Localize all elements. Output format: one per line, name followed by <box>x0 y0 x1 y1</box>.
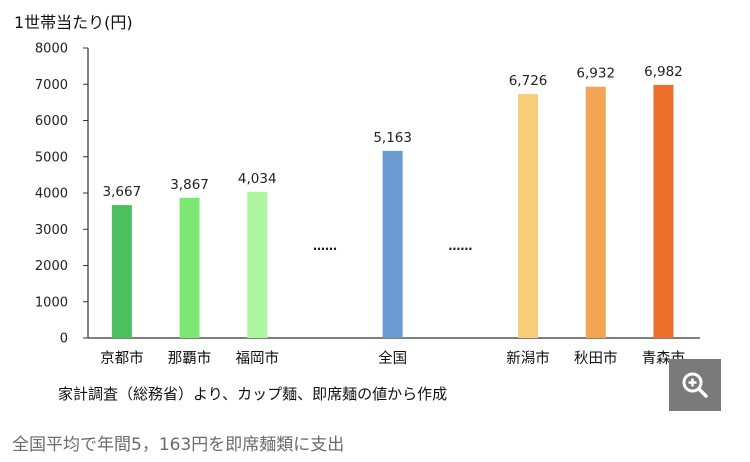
bar <box>518 94 539 339</box>
y-tick-label: 2000 <box>35 259 68 274</box>
y-tick-label: 3000 <box>35 223 68 238</box>
x-tick-label: 京都市 <box>100 350 144 367</box>
bar <box>585 86 606 338</box>
y-tick-label: 8000 <box>35 42 68 57</box>
data-label: 6,982 <box>644 64 683 80</box>
y-tick-label: 1000 <box>35 295 68 310</box>
y-axis-title: 1世帯当たり(円) <box>14 13 133 32</box>
data-label: 4,034 <box>238 171 277 187</box>
bar <box>247 191 268 338</box>
data-label: 3,867 <box>170 177 209 193</box>
bar <box>111 205 132 338</box>
zoom-in-icon <box>682 372 708 398</box>
x-tick-label: 全国 <box>378 349 407 367</box>
data-label: 5,163 <box>373 130 412 146</box>
bar <box>653 84 674 338</box>
bar <box>382 150 403 338</box>
y-tick-label: 5000 <box>35 150 68 165</box>
ellipsis-marker: …… <box>313 239 337 253</box>
zoom-button[interactable] <box>669 359 721 411</box>
x-tick-label: 新潟市 <box>506 350 550 367</box>
y-tick-label: 0 <box>60 332 68 347</box>
data-label: 6,932 <box>576 66 615 82</box>
image-caption: 全国平均で年間5，163円を即席麺類に支出 <box>12 435 345 455</box>
x-tick-label: 那覇市 <box>168 350 212 367</box>
data-label: 3,667 <box>103 184 142 200</box>
y-tick-label: 7000 <box>35 78 68 93</box>
x-tick-label: 秋田市 <box>574 350 618 367</box>
y-tick-label: 6000 <box>35 114 68 129</box>
chart-svg: 1世帯当たり(円) 0 1000 2000 3000 4000 5000 6000 7000 80… <box>14 13 700 367</box>
ellipsis-marker: …… <box>448 239 472 253</box>
source-note: 家計調査（総務省）より、カップ麺、即席麺の値から作成 <box>58 385 448 403</box>
bar <box>179 197 200 338</box>
data-label: 6,726 <box>509 73 548 89</box>
x-tick-label: 福岡市 <box>236 350 280 367</box>
bar-chart: 1世帯当たり(円) 0 1000 2000 3000 4000 5000 6000 7000 80… <box>14 13 700 367</box>
y-tick-label: 4000 <box>35 187 68 202</box>
